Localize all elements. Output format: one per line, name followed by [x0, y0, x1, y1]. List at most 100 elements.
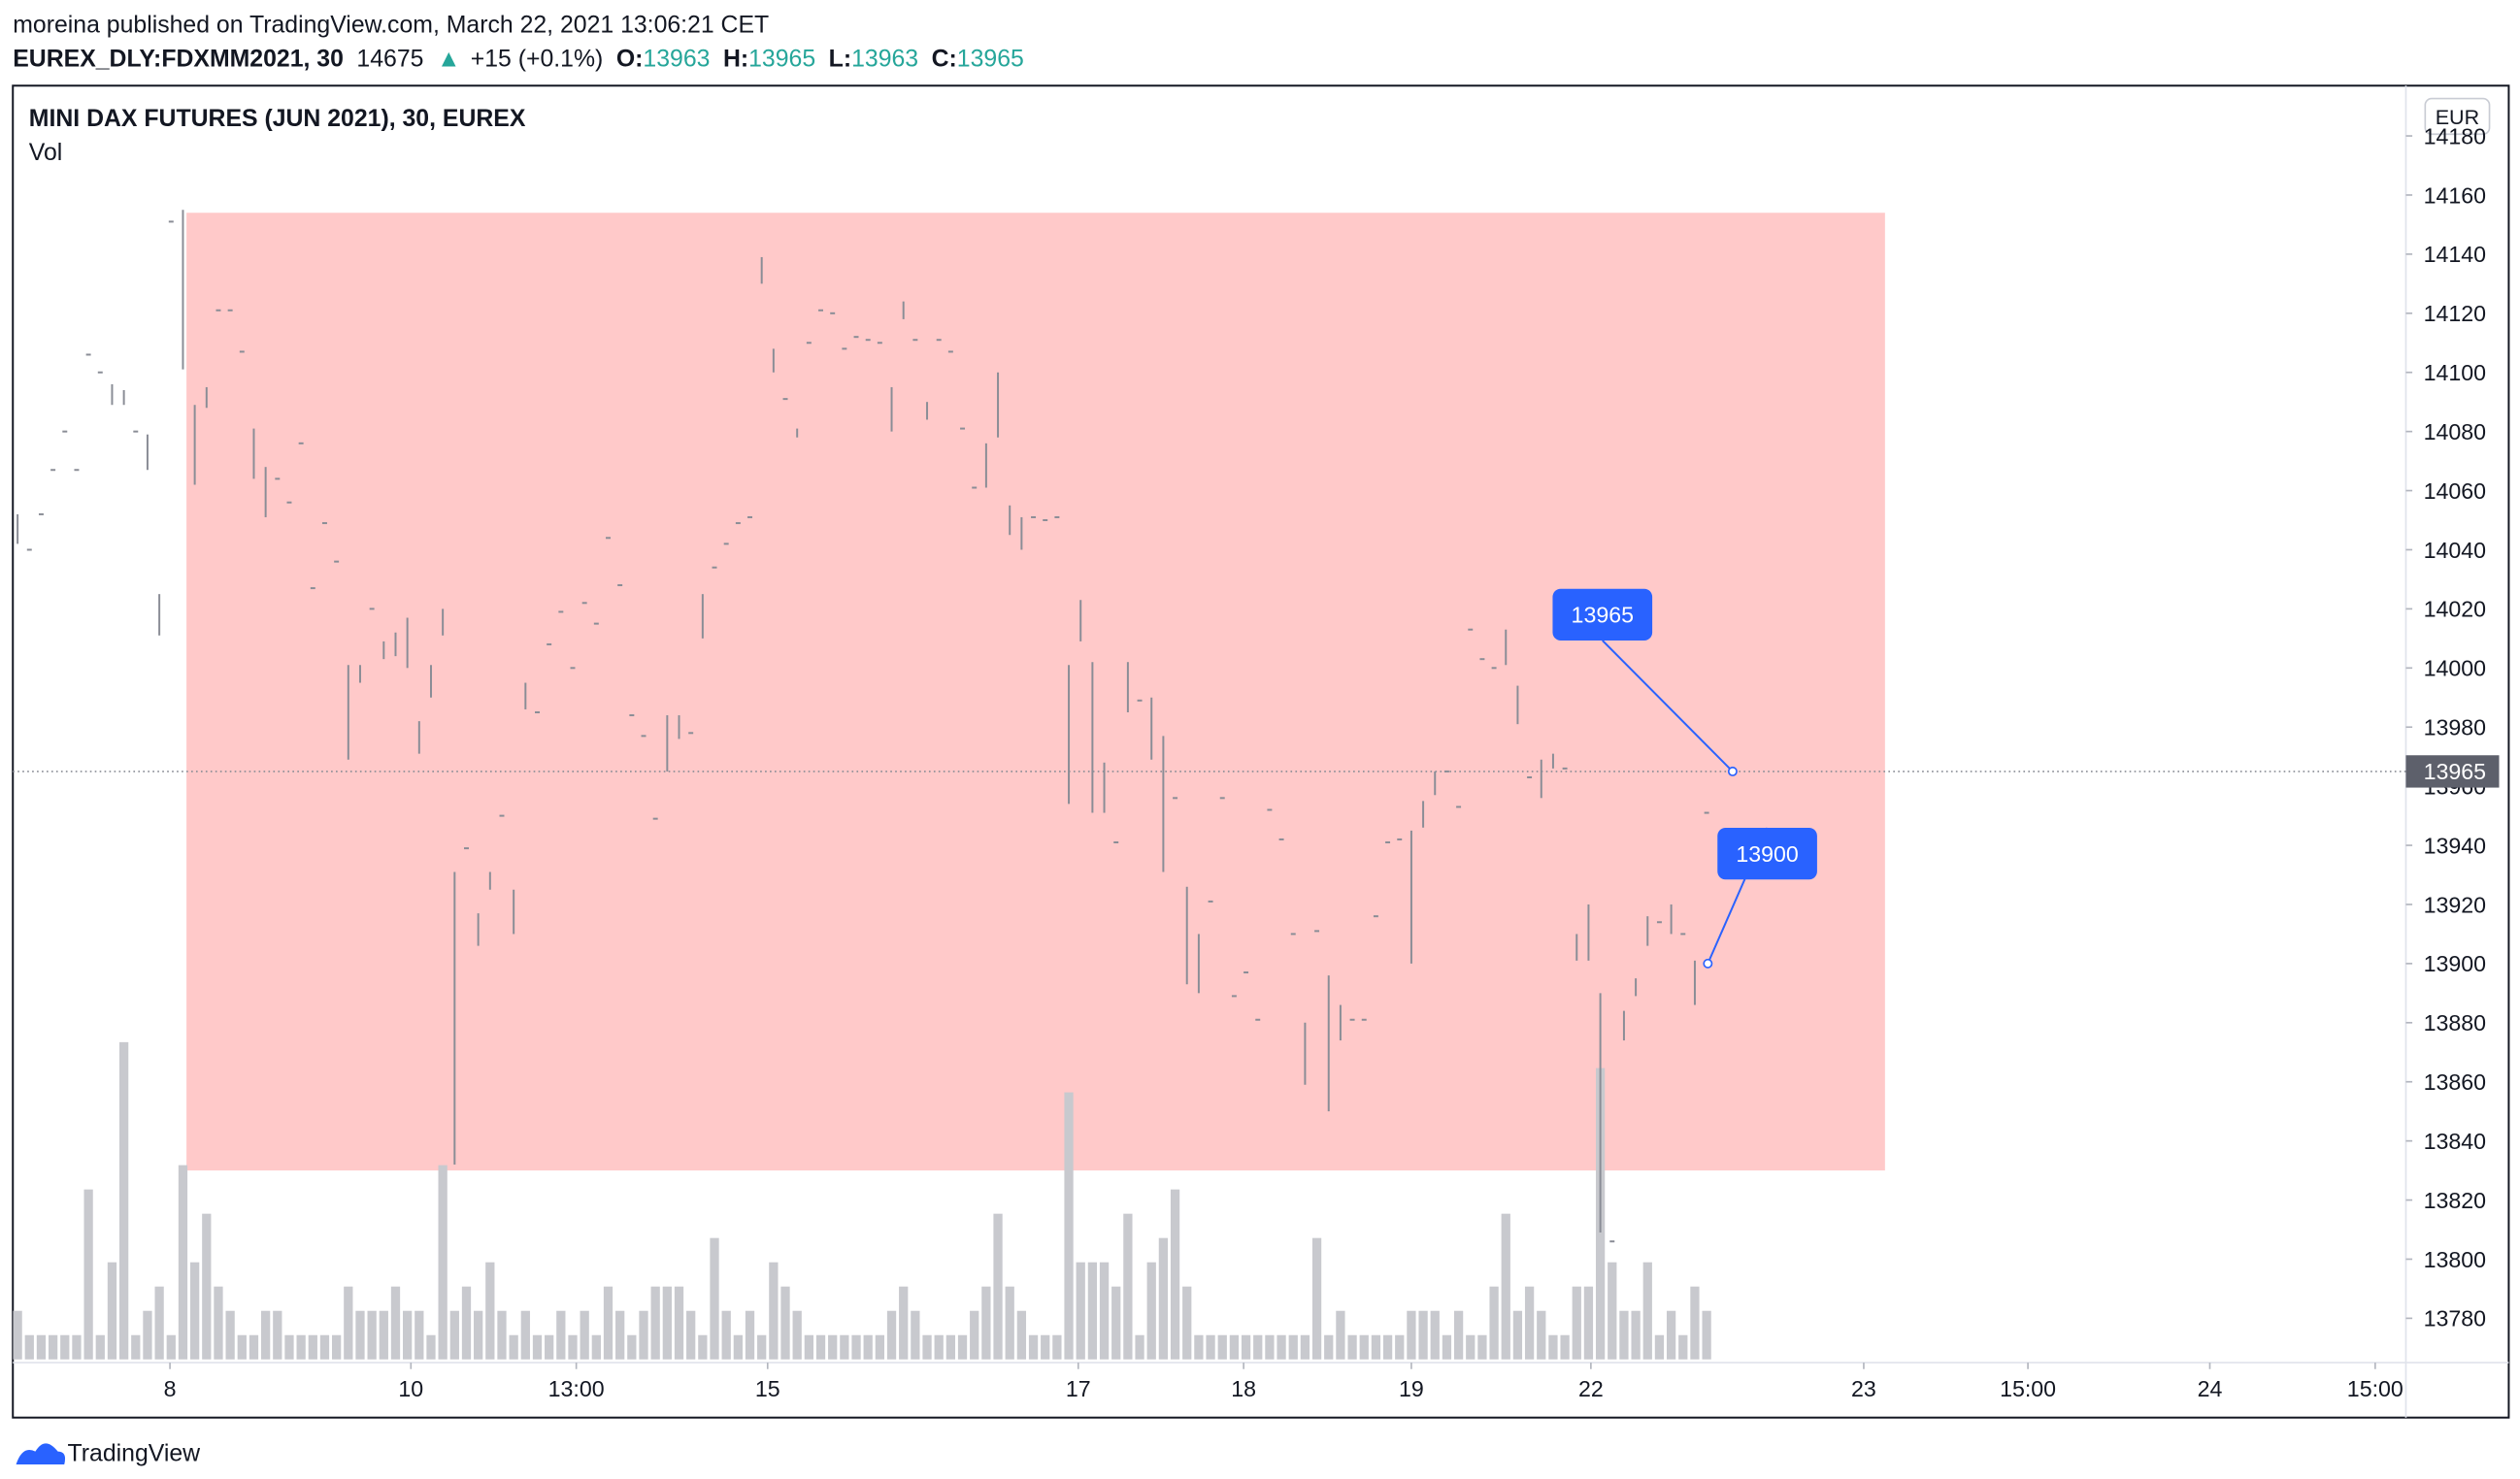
volume-bar	[390, 1286, 401, 1360]
volume-bar	[497, 1310, 507, 1360]
volume-bar	[403, 1310, 413, 1360]
volume-bar	[131, 1334, 141, 1360]
volume-bar	[509, 1334, 518, 1360]
volume-bar	[1619, 1310, 1629, 1360]
y-tick-label: 13780	[2424, 1306, 2486, 1331]
volume-bar	[449, 1310, 459, 1360]
volume-bar	[1572, 1286, 1581, 1360]
y-tick-label: 14040	[2424, 538, 2486, 563]
volume-bar	[83, 1189, 93, 1360]
volume-bar	[178, 1165, 188, 1360]
volume-bar	[1442, 1334, 1452, 1360]
volume-bar	[981, 1286, 991, 1360]
volume-bar	[202, 1213, 212, 1360]
volume-bar	[1158, 1237, 1169, 1360]
volume-bar	[143, 1310, 152, 1360]
currency: EUR	[2436, 105, 2479, 129]
volume-bar	[1690, 1286, 1700, 1360]
volume-bar	[851, 1334, 861, 1360]
volume-bar	[520, 1310, 530, 1360]
volume-bar	[934, 1334, 944, 1360]
volume-bar	[107, 1262, 117, 1360]
volume-bar	[166, 1334, 176, 1360]
volume-bar	[1371, 1334, 1381, 1360]
y-tick-label: 14020	[2424, 597, 2486, 622]
last-price-badge	[2405, 755, 2500, 788]
close: 13965	[957, 45, 1024, 72]
volume-bar	[757, 1334, 767, 1360]
volume-bar	[249, 1334, 259, 1360]
volume-bar	[804, 1334, 813, 1360]
logo-icon	[16, 1443, 66, 1465]
y-tick-label: 14120	[2424, 301, 2486, 326]
x-tick-label: 15:00	[2000, 1376, 2056, 1401]
volume-bar	[1560, 1334, 1570, 1360]
volume-bar	[662, 1286, 672, 1360]
y-tick-label: 13820	[2424, 1188, 2486, 1213]
y-tick-label: 14140	[2424, 242, 2486, 267]
volume-bar	[1524, 1286, 1535, 1360]
volume-bar	[1265, 1334, 1275, 1360]
volume-bar	[532, 1334, 543, 1360]
volume-bar	[1111, 1286, 1121, 1360]
volume-bar	[1099, 1262, 1110, 1360]
volume-bar	[1229, 1334, 1240, 1360]
volume-bar	[698, 1334, 708, 1360]
callout-box	[1552, 588, 1653, 641]
volume-bar	[1466, 1334, 1476, 1360]
currency-badge[interactable]	[2424, 97, 2491, 136]
highlight-zone	[186, 213, 1885, 1171]
volume-bar	[367, 1310, 377, 1360]
y-tick-label: 13800	[2424, 1247, 2486, 1272]
volume-bar	[1194, 1334, 1204, 1360]
symbol: EUREX_DLY:FDXMM2021, 30	[13, 45, 344, 72]
volume-bar	[568, 1334, 578, 1360]
volume-bar	[792, 1310, 802, 1360]
volume-bar	[214, 1286, 223, 1360]
volume-bar	[1608, 1262, 1617, 1360]
volume: 14675	[356, 45, 423, 72]
volume-bar	[1512, 1310, 1523, 1360]
volume-bar	[591, 1334, 601, 1360]
callout-point	[1727, 766, 1738, 776]
x-tick-label: 8	[164, 1376, 177, 1401]
volume-bar	[1359, 1334, 1369, 1360]
volume-bar	[189, 1262, 200, 1360]
volume-bar	[1288, 1334, 1298, 1360]
volume-bar	[1336, 1310, 1345, 1360]
y-tick-label: 14060	[2424, 478, 2486, 504]
volume-bar	[875, 1334, 885, 1360]
volume-bar	[603, 1286, 613, 1360]
volume-bar	[1583, 1286, 1594, 1360]
volume-bar	[1489, 1286, 1499, 1360]
x-tick-label: 23	[1851, 1376, 1876, 1401]
volume-bar	[1642, 1262, 1652, 1360]
x-tick-label: 18	[1231, 1376, 1256, 1401]
volume-bar	[284, 1334, 294, 1360]
volume-bar	[886, 1310, 897, 1360]
volume-bar	[815, 1334, 826, 1360]
volume-bar	[379, 1310, 388, 1360]
volume-bar	[1135, 1334, 1144, 1360]
volume-bar	[485, 1262, 495, 1360]
volume-bar	[237, 1334, 247, 1360]
volume-bar	[639, 1310, 648, 1360]
volume-bar	[945, 1334, 956, 1360]
callout-label: 13900	[1736, 841, 1798, 867]
volume-bar	[13, 1310, 22, 1360]
volume-bar	[1678, 1334, 1688, 1360]
volume-bar	[780, 1286, 790, 1360]
callout-box	[1717, 827, 1817, 880]
logo: TradingView	[16, 1440, 201, 1467]
volume-bar	[308, 1334, 317, 1360]
volume-bar	[580, 1310, 589, 1360]
volume-label: Vol	[29, 139, 63, 166]
volume-bar	[1123, 1213, 1133, 1360]
y-tick-label: 14000	[2424, 656, 2486, 681]
volume-bar	[840, 1334, 849, 1360]
published-line: moreina published on TradingView.com, Ma…	[13, 11, 769, 38]
volume-bar	[414, 1310, 424, 1360]
last-price-label: 13965	[2424, 759, 2486, 784]
volume-bar	[1028, 1334, 1039, 1360]
volume-bar	[911, 1310, 920, 1360]
